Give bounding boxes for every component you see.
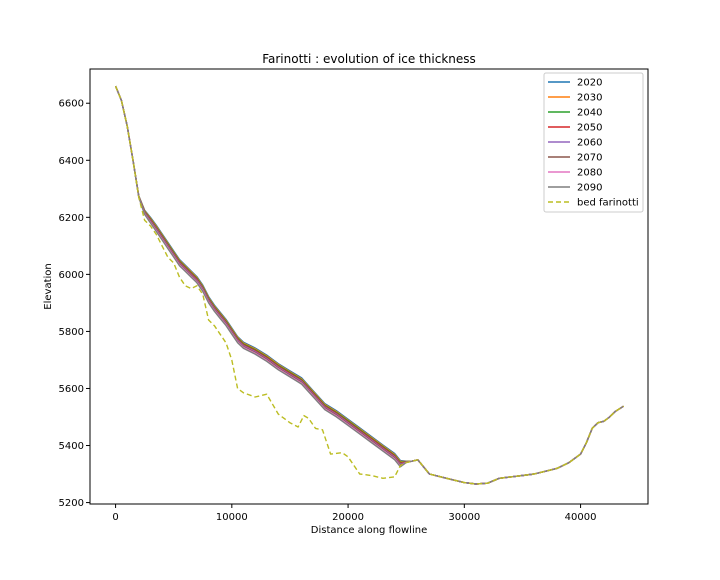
- x-axis-label: Distance along flowline: [311, 525, 427, 536]
- y-tick-label: 6000: [59, 270, 84, 281]
- legend-label: 2020: [577, 78, 602, 89]
- x-tick-label: 10000: [216, 512, 248, 523]
- y-axis: 5200 5400 5600 5800 6000 6200 6400 6600: [59, 99, 90, 509]
- x-tick-label: 30000: [448, 512, 480, 523]
- x-axis: 0 10000 20000 30000 40000: [112, 504, 596, 523]
- legend-label: 2080: [577, 168, 602, 179]
- plot-frame: [89, 68, 649, 505]
- series-line-2090: [114, 85, 624, 485]
- legend-label: bed farinotti: [577, 198, 639, 209]
- y-tick-label: 5800: [59, 327, 84, 338]
- legend: 2020 2030 2040 2050 2060 2070 2080 2090 bed fari…: [543, 72, 644, 213]
- x-tick-label: 20000: [332, 512, 364, 523]
- y-tick-label: 5600: [59, 384, 84, 395]
- series-line-bed-farinotti: [114, 85, 624, 485]
- legend-label: 2030: [577, 93, 602, 104]
- legend-label: 2050: [577, 123, 602, 134]
- legend-label: 2040: [577, 108, 602, 119]
- y-tick-label: 5400: [59, 441, 84, 452]
- legend-label: 2070: [577, 153, 602, 164]
- y-tick-label: 6600: [59, 99, 84, 110]
- legend-label: 2060: [577, 138, 602, 149]
- chart-title: Farinotti : evolution of ice thickness: [262, 52, 476, 66]
- y-tick-label: 5200: [59, 498, 84, 509]
- y-tick-label: 6200: [59, 213, 84, 224]
- legend-label: 2090: [577, 183, 602, 194]
- x-tick-label: 40000: [565, 512, 597, 523]
- x-tick-label: 0: [112, 512, 118, 523]
- legend-box: [543, 72, 644, 213]
- y-tick-label: 6400: [59, 156, 84, 167]
- y-axis-label: Elevation: [43, 263, 54, 309]
- series-group: [114, 85, 624, 485]
